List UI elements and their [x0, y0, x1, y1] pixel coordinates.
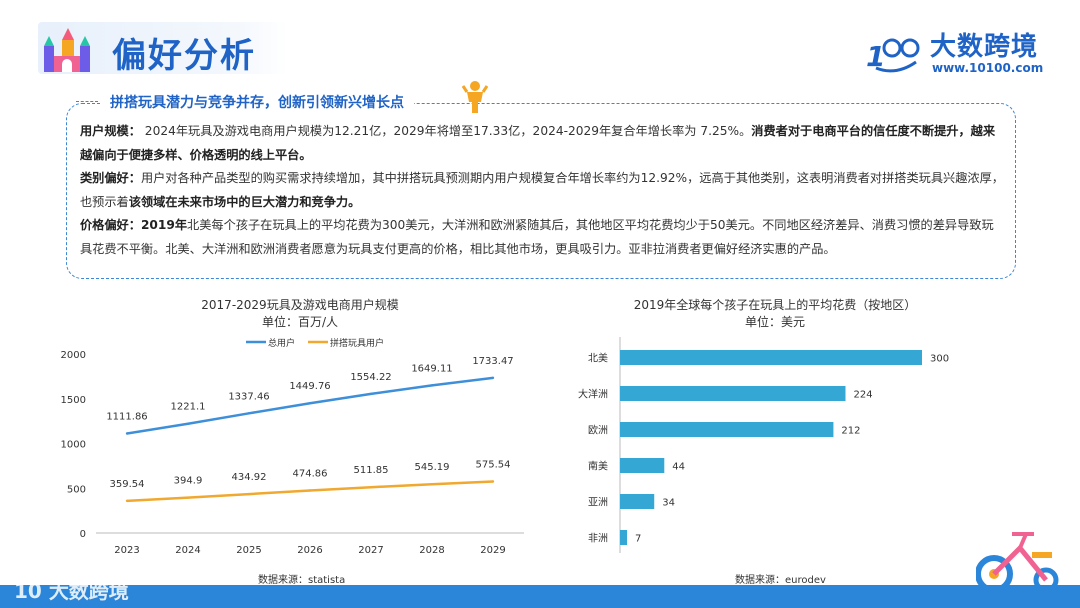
data-label: 545.19 [415, 462, 450, 473]
info-text: 用户规模： 2024年玩具及游戏电商用户规模为12.21亿，2029年将增至17… [80, 120, 1005, 261]
data-point [125, 499, 129, 503]
category-label: 南美 [588, 460, 608, 473]
info-box [66, 103, 1016, 279]
price-pref-label: 价格偏好： [80, 218, 141, 232]
category-label: 欧洲 [588, 425, 608, 437]
user-scale-strong: 消费者对于电商平台的信任度不断提升，越来越偏向于便捷多样、价格透明的线上平台。 [80, 124, 996, 162]
y-tick-label: 500 [67, 484, 86, 495]
line-chart: 0 500 1000 1500 2000 2023 2024 2025 2026 2027 2028… [61, 337, 524, 556]
data-point [308, 402, 312, 405]
bar-value-label: 212 [841, 426, 860, 437]
x-tick-label: 2025 [236, 545, 261, 556]
data-point [247, 492, 251, 496]
bar-value-label: 300 [930, 354, 949, 365]
data-label: 359.54 [110, 479, 145, 490]
data-label: 1449.76 [289, 381, 330, 392]
brand-url: www.10100.com [932, 61, 1044, 75]
data-point [491, 376, 495, 380]
bar [620, 386, 846, 401]
data-label: 1649.11 [411, 363, 452, 374]
data-point [186, 496, 190, 499]
bar-value-label: 224 [853, 390, 872, 401]
user-scale-paragraph: 用户规模： 2024年玩具及游戏电商用户规模为12.21亿，2029年将增至17… [80, 120, 1005, 167]
user-scale-text: 2024年玩具及游戏电商用户规模为12.21亿，2029年将增至17.33亿，2… [140, 124, 752, 138]
category-pref-text: 用户对各种产品类型的购买需求持续增加，其中拼搭玩具预测期内用户规模复合年增长率约… [80, 171, 1004, 209]
footer-bar [0, 585, 1080, 608]
y-tick-label: 1000 [61, 440, 86, 451]
bar-chart-source: 数据来源：eurodev [735, 575, 826, 586]
price-pref-strong: 2019年 [140, 218, 188, 232]
brand-name: 大数跨境 [930, 32, 1039, 62]
line-chart-source: 数据来源：statista [258, 575, 346, 586]
page-title: 偏好分析 [112, 36, 256, 76]
data-label: 511.85 [354, 465, 389, 476]
bar-chart-title: 2019年全球每个孩子在玩具上的平均花费（按地区） [633, 298, 917, 312]
data-label: 1337.46 [228, 391, 269, 402]
tricycle-icon [976, 532, 1059, 593]
x-tick-label: 2027 [358, 545, 383, 556]
price-pref-text: 北美每个孩子在玩具上的平均花费为300美元，大洋洲和欧洲紧随其后，其他地区平均花… [80, 218, 994, 256]
category-label: 大洋洲 [578, 388, 608, 401]
person-icon [462, 81, 488, 113]
data-point [125, 432, 129, 435]
data-point [369, 392, 373, 396]
price-pref-paragraph: 价格偏好：2019年北美每个孩子在玩具上的平均花费为300美元，大洋洲和欧洲紧随… [80, 214, 1005, 261]
info-heading: 拼搭玩具潜力与竞争并存，创新引领新兴增长点 [100, 92, 414, 112]
bar-value-label: 34 [662, 498, 675, 509]
bar-value-label: 7 [635, 534, 641, 545]
data-label: 1733.47 [472, 356, 513, 367]
line-chart-title: 2017-2029玩具及游戏电商用户规模 [201, 298, 399, 312]
y-tick-label: 0 [80, 529, 86, 540]
category-label: 非洲 [588, 533, 608, 545]
bar [620, 494, 655, 509]
bar-value-label: 44 [672, 462, 685, 473]
bar-chart: 北美 300 大洋洲 224 欧洲 212 南美 44 亚洲 34 非洲 7 [578, 337, 949, 553]
data-label: 1221.1 [171, 402, 206, 413]
category-label: 北美 [588, 352, 608, 365]
data-point [186, 422, 190, 425]
category-label: 亚洲 [588, 497, 608, 509]
x-tick-label: 2029 [480, 545, 505, 556]
bar [620, 458, 665, 473]
data-label: 434.92 [232, 472, 267, 483]
x-tick-label: 2023 [114, 545, 139, 556]
heading-dash [76, 101, 98, 102]
category-pref-paragraph: 类别偏好：用户对各种产品类型的购买需求持续增加，其中拼搭玩具预测期内用户规模复合… [80, 167, 1005, 214]
x-tick-label: 2024 [175, 545, 200, 556]
y-tick-label: 2000 [61, 350, 86, 361]
footer-brand: 10 大数跨境 [14, 575, 129, 604]
svg-text:1: 1 [866, 40, 885, 73]
bar [620, 530, 628, 545]
brand-logo-icon: 1 [866, 38, 920, 73]
footer-brand-name: 大数跨境 [48, 579, 129, 603]
data-label: 474.86 [293, 469, 328, 480]
toy-castle-icon [44, 28, 90, 72]
data-label: 575.54 [476, 459, 511, 470]
bar-chart-subtitle: 单位：美元 [744, 315, 805, 329]
data-point [491, 480, 495, 483]
data-point [369, 485, 373, 489]
bar [620, 350, 922, 365]
x-tick-label: 2028 [419, 545, 444, 556]
data-point [430, 483, 434, 486]
bar [620, 422, 834, 437]
y-tick-label: 1500 [61, 395, 86, 406]
line-chart-subtitle: 单位：百万/人 [261, 315, 339, 329]
legend-label: 拼搭玩具用户 [330, 337, 384, 349]
data-label: 394.9 [174, 476, 203, 487]
data-point [430, 384, 434, 387]
legend-label: 总用户 [268, 337, 295, 349]
category-pref-strong: 该领域在未来市场中的巨大潜力和竞争力。 [128, 194, 361, 209]
data-label: 1554.22 [350, 372, 391, 383]
x-tick-label: 2026 [297, 545, 322, 556]
data-label: 1111.86 [106, 411, 147, 422]
footer-brand-mark: 10 [14, 579, 42, 603]
data-point [247, 412, 251, 415]
category-pref-label: 类别偏好： [80, 171, 141, 185]
user-scale-label: 用户规模： [80, 124, 141, 138]
data-point [308, 489, 312, 492]
